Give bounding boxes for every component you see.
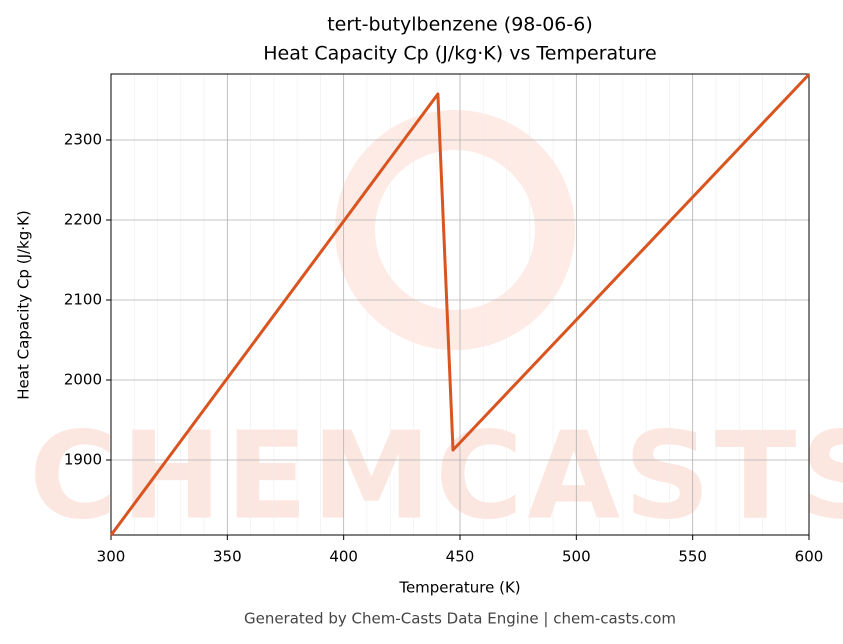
x-tick-label: 300: [97, 548, 126, 566]
x-tick-label: 600: [795, 548, 824, 566]
plot-frame: [110, 73, 810, 536]
y-tick-label: 1900: [64, 451, 102, 469]
y-axis-label: Heat Capacity Cp (J/kg·K): [15, 210, 33, 399]
y-tick-label: 2300: [64, 131, 102, 149]
y-tick-label: 2200: [64, 211, 102, 229]
x-tick-label: 450: [446, 548, 475, 566]
x-tick-label: 500: [562, 548, 591, 566]
y-tick-label: 2000: [64, 371, 102, 389]
chart-subtitle: Heat Capacity Cp (J/kg·K) vs Temperature: [263, 43, 657, 65]
x-tick-label: 550: [678, 548, 707, 566]
x-axis-label: Temperature (K): [398, 579, 520, 597]
data-line: [109, 73, 811, 537]
x-tick-label: 350: [213, 548, 242, 566]
chart-title: tert-butylbenzene (98-06-6): [327, 14, 593, 36]
watermark-logo: [335, 110, 575, 350]
x-tick-label: 400: [329, 548, 358, 566]
y-tick-label: 2100: [64, 291, 102, 309]
footer: Generated by Chem-Casts Data Engine | ch…: [244, 610, 676, 628]
watermark: CHEMCASTS: [29, 408, 843, 547]
